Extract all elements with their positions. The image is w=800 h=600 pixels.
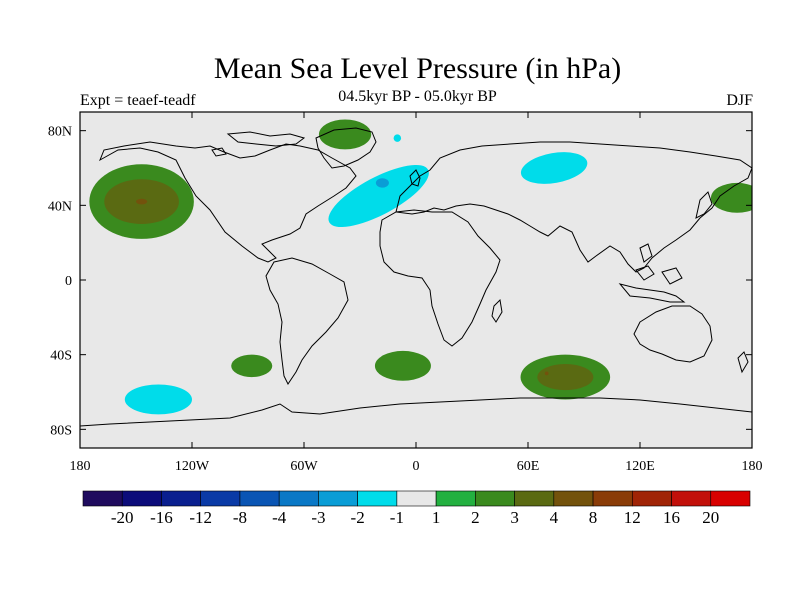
colorbar-swatch <box>710 490 751 507</box>
colorbar-label: 3 <box>510 508 519 527</box>
colorbar-swatch <box>200 490 241 507</box>
coast-south-america <box>265 257 349 385</box>
colorbar-label: -8 <box>233 508 247 527</box>
lon-tick-label: 180 <box>742 459 763 474</box>
expt-label: Expt = teaef-teadf <box>80 92 196 109</box>
anomaly-region-9 <box>544 371 549 376</box>
anomaly-region-8 <box>537 364 594 391</box>
lat-tick-label: 40S <box>50 349 72 364</box>
colorbar-label: -1 <box>390 508 404 527</box>
colorbar-label: 1 <box>432 508 441 527</box>
lon-tick-label: 60E <box>517 459 540 474</box>
coast-british-isles <box>409 169 421 187</box>
coast-madagascar <box>491 298 503 323</box>
colorbar-label: -3 <box>311 508 325 527</box>
anomaly-region-5 <box>231 354 273 378</box>
colorbar-swatch <box>357 490 398 507</box>
anomaly-region-13 <box>124 384 192 415</box>
anomaly-region-10 <box>328 164 429 228</box>
coast-africa <box>379 209 501 347</box>
colorbar-label: 12 <box>624 508 641 527</box>
colorbar-swatch <box>671 490 712 507</box>
colorbar-label: -16 <box>150 508 173 527</box>
colorbar-swatch <box>553 490 594 507</box>
colorbar-label: -4 <box>272 508 287 527</box>
lon-tick-label: 180 <box>70 459 91 474</box>
lat-tick-label: 40N <box>48 199 72 214</box>
coast-indonesia <box>618 265 686 303</box>
coast-arctic-islands <box>211 131 306 157</box>
colorbar-label: 16 <box>663 508 680 527</box>
anomaly-region-12 <box>520 152 588 184</box>
coast-japan <box>639 191 713 263</box>
colorbar-swatch <box>82 490 123 507</box>
anomaly-region-4 <box>710 182 752 213</box>
colorbar-swatch <box>475 490 515 507</box>
lon-tick-label: 120E <box>625 459 655 474</box>
lon-tick-label: 60W <box>290 459 318 474</box>
coast-antarctica <box>80 397 752 427</box>
anomaly-region-11 <box>375 178 389 188</box>
colorbar-label: -12 <box>189 508 212 527</box>
colorbar-swatch <box>318 490 358 507</box>
colorbar-label: 2 <box>471 508 480 527</box>
lon-tick-label: 120W <box>175 459 210 474</box>
axis-ticks: 80N 40N 0 40S 80S 180 120W 60W 0 60E 120E 180 <box>48 112 763 474</box>
colorbar-swatch <box>514 490 555 507</box>
colorbar-label: 8 <box>589 508 598 527</box>
anomaly-region-14 <box>393 134 402 142</box>
coast-north-america <box>99 141 357 263</box>
lon-tick-label: 0 <box>413 459 420 474</box>
period-label: 04.5kyr BP - 05.0kyr BP <box>338 88 497 105</box>
colorbar-swatch <box>592 490 633 507</box>
colorbar-swatch <box>631 490 672 507</box>
lat-tick-label: 0 <box>65 274 72 289</box>
coast-australia <box>633 305 713 363</box>
coast-eurasia <box>395 141 752 273</box>
coast-new-zealand <box>737 351 749 374</box>
anomaly-layer <box>89 119 752 415</box>
map-title: Mean Sea Level Pressure (in hPa) <box>213 52 622 85</box>
colorbar: -20 -16 -12 -8 -4 -3 -2 -1 1 2 3 4 8 12 16 20 <box>82 490 751 527</box>
colorbar-label: 20 <box>702 508 719 527</box>
colorbar-swatch <box>278 490 319 507</box>
colorbar-label: -2 <box>351 508 365 527</box>
colorbar-swatch <box>161 490 202 507</box>
coast-greenland <box>315 127 377 169</box>
anomaly-region-2 <box>136 198 148 205</box>
colorbar-label: 4 <box>550 508 559 527</box>
colorbar-swatch <box>396 490 437 507</box>
colorbar-swatch <box>435 490 476 507</box>
anomaly-region-3 <box>318 119 372 150</box>
colorbar-label: -20 <box>111 508 134 527</box>
anomaly-region-6 <box>374 350 431 381</box>
colorbar-swatch <box>121 490 162 507</box>
lat-tick-label: 80S <box>50 423 72 438</box>
colorbar-swatch <box>239 490 280 507</box>
lat-tick-label: 80N <box>48 125 72 140</box>
coastlines <box>80 127 752 427</box>
season-label: DJF <box>726 92 753 109</box>
